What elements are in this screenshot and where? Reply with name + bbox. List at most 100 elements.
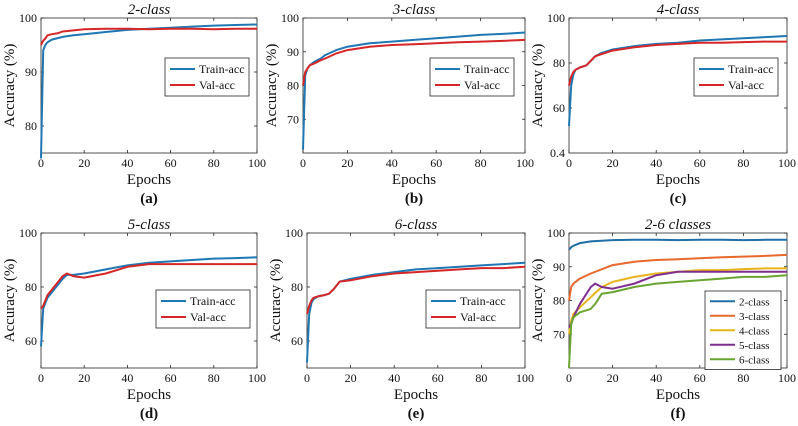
x-tick-label: 100 xyxy=(516,156,534,170)
x-tick-label: 20 xyxy=(78,156,90,170)
legend-box xyxy=(693,57,779,97)
x-tick-label: 80 xyxy=(475,371,487,385)
series-line-val-acc xyxy=(40,27,257,46)
y-tick-label: 90 xyxy=(553,260,565,274)
x-tick-label: 40 xyxy=(388,371,400,385)
chart-panel-b: 3-class 0 20 40 60 80 100 70 80 90 100 Epochs Accura… xyxy=(264,2,534,207)
y-tick-label: 80 xyxy=(25,119,37,133)
x-tick-label: 20 xyxy=(345,371,357,385)
series-line-3-class xyxy=(568,253,788,301)
y-axis-label: Accuracy (%) xyxy=(530,44,546,128)
y-tick-label: 80 xyxy=(291,280,303,294)
y-axis-label: Accuracy (%) xyxy=(268,259,284,343)
y-tick-label: 60 xyxy=(553,101,565,115)
legend-entry: Train-acc xyxy=(728,62,774,76)
x-axis-label: Epochs xyxy=(656,387,700,403)
y-tick-label: 100 xyxy=(547,226,565,240)
x-tick-label: 0 xyxy=(300,156,306,170)
x-tick-label: 80 xyxy=(737,371,749,385)
chart-title: 6-class xyxy=(395,217,438,233)
legend-entry: 3-class xyxy=(739,311,770,323)
legend-entry: Train-acc xyxy=(460,294,506,308)
legend-entry: Val-acc xyxy=(460,310,496,324)
legend: Train-acc Val-acc xyxy=(429,57,515,97)
panel-label: (e) xyxy=(408,406,425,422)
y-tick-label: 100 xyxy=(19,11,37,25)
x-tick-label: 100 xyxy=(778,156,796,170)
legend-entry: Val-acc xyxy=(464,78,500,92)
legend-entry: Train-acc xyxy=(199,62,245,76)
y-tick-label: 70 xyxy=(287,112,299,126)
x-tick-label: 0 xyxy=(566,156,572,170)
x-tick-label: 100 xyxy=(248,371,266,385)
x-axis-label: Epochs xyxy=(127,172,171,188)
y-tick-label: 80 xyxy=(553,294,565,308)
x-tick-label: 20 xyxy=(607,156,619,170)
legend-entry: Train-acc xyxy=(190,294,236,308)
x-tick-label: 40 xyxy=(121,371,133,385)
x-tick-label: 80 xyxy=(208,371,220,385)
series-line-train-acc xyxy=(40,23,258,159)
x-tick-label: 80 xyxy=(737,156,749,170)
y-axis-label: Accuracy (%) xyxy=(264,44,280,128)
legend-box xyxy=(164,57,250,97)
x-tick-label: 60 xyxy=(432,371,444,385)
legend-box xyxy=(429,57,515,97)
x-tick-label: 20 xyxy=(341,156,353,170)
y-axis-label: Accuracy (%) xyxy=(2,259,18,343)
legend-entry: 5-class xyxy=(739,340,770,352)
panel-label: (f) xyxy=(671,406,686,422)
x-tick-label: 100 xyxy=(516,371,534,385)
plot-frame xyxy=(306,232,526,369)
x-axis-label: Epochs xyxy=(127,387,171,403)
legend-entry: Val-acc xyxy=(199,78,235,92)
y-tick-label: 80 xyxy=(287,79,299,93)
x-tick-label: 100 xyxy=(248,156,266,170)
y-tick-label: 70 xyxy=(553,327,565,341)
series-line-train-acc xyxy=(40,256,258,347)
x-tick-label: 20 xyxy=(78,371,90,385)
y-tick-label: 60 xyxy=(291,334,303,348)
chart-title: 5-class xyxy=(128,217,171,233)
legend-entry: Val-acc xyxy=(190,310,226,324)
legend-entry: Train-acc xyxy=(464,62,510,76)
x-tick-label: 0 xyxy=(38,156,44,170)
series-line-5-class xyxy=(568,270,787,329)
chart-title: 3-class xyxy=(392,2,436,18)
x-tick-label: 40 xyxy=(386,156,398,170)
x-tick-label: 80 xyxy=(475,156,487,170)
x-tick-label: 100 xyxy=(778,371,796,385)
x-tick-label: 20 xyxy=(607,371,619,385)
x-tick-label: 40 xyxy=(650,156,662,170)
x-tick-label: 60 xyxy=(165,371,177,385)
legend: Train-acc Val-acc xyxy=(164,57,250,97)
series-line-2-class xyxy=(568,238,787,251)
y-axis-label: Accuracy (%) xyxy=(530,259,546,343)
chart-panel-c: 4-class 0 20 40 60 80 100 60 80 100 0.4 Epochs Accur… xyxy=(530,2,796,207)
y-tick-label: 60 xyxy=(25,334,37,348)
legend-entry: 4-class xyxy=(739,325,770,337)
x-tick-label: 60 xyxy=(165,156,177,170)
y-tick-label: 100 xyxy=(547,11,565,25)
legend-box xyxy=(425,289,521,329)
y-axis-label: Accuracy (%) xyxy=(2,44,18,128)
x-axis-label: Epochs xyxy=(394,387,438,403)
legend-box xyxy=(155,289,251,329)
chart-title: 4-class xyxy=(657,2,700,18)
y-tick-label: 80 xyxy=(25,280,37,294)
y-tick-label: 100 xyxy=(285,226,303,240)
y-tick-label: 0.4 xyxy=(550,146,565,160)
chart-title: 2-class xyxy=(128,2,171,18)
legend: Train-acc Val-acc xyxy=(155,289,251,329)
x-tick-label: 0 xyxy=(566,371,572,385)
panel-label: (a) xyxy=(140,191,158,207)
panel-label: (d) xyxy=(140,406,158,422)
series-line-6-class xyxy=(568,274,788,369)
x-tick-label: 60 xyxy=(694,371,706,385)
legend: Train-acc Val-acc xyxy=(693,57,779,97)
chart-panel-a: 2-class 0 20 40 60 80 100 80 90 100 Epochs Accuracy… xyxy=(2,2,266,207)
x-axis-label: Epochs xyxy=(656,172,700,188)
chart-title: 2-6 classes xyxy=(645,217,711,233)
chart-panel-e: 6-class 0 20 40 60 80 100 60 80 100 Epochs Accuracy… xyxy=(268,217,534,422)
y-tick-label: 90 xyxy=(287,45,299,59)
